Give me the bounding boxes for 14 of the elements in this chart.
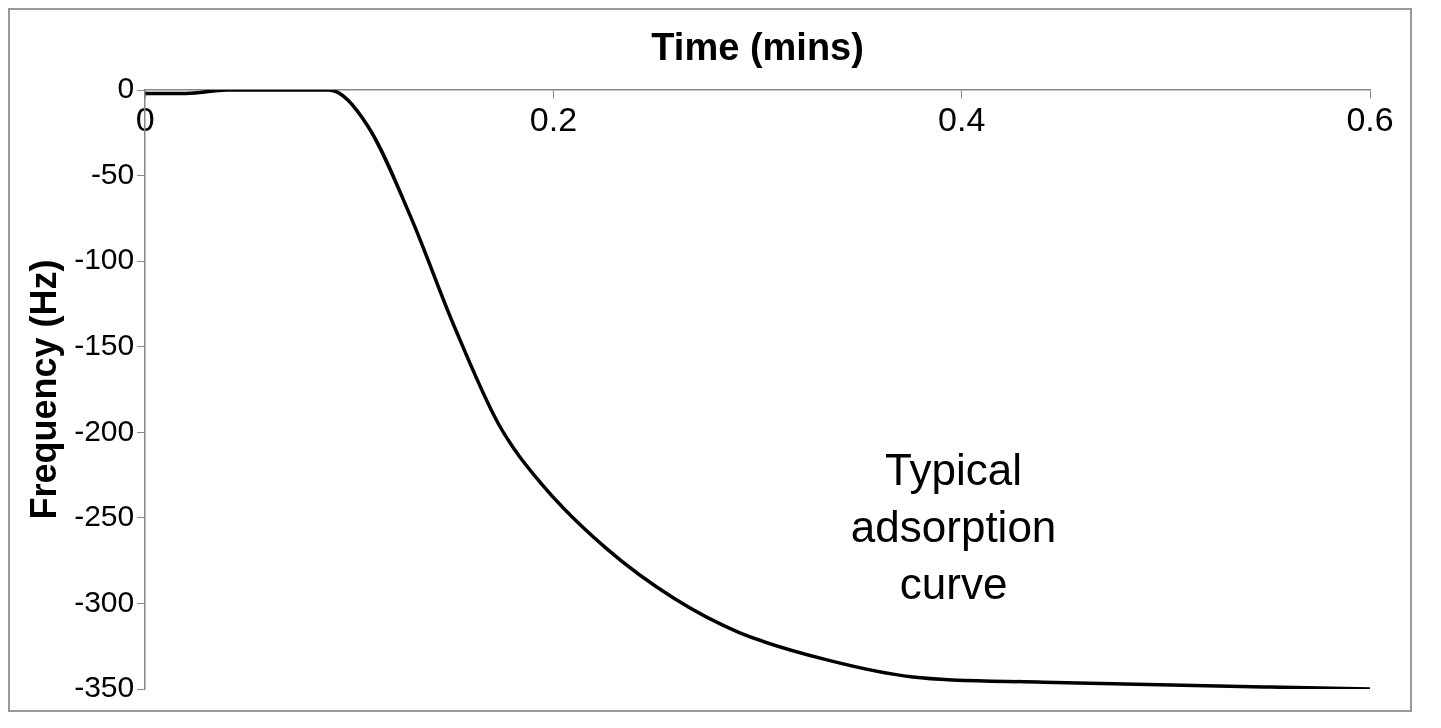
x-tick-label: 0.4 [938,99,986,138]
annotation: Typical adsorption curve [850,445,1057,609]
y-tick-label: -100 [74,242,135,276]
y-tick-label: -200 [74,413,135,447]
y-tick-label: -350 [74,670,135,704]
y-tick-label: -150 [74,327,135,361]
y-tick-label: -250 [74,499,135,533]
x-axis-title: Time (mins) [650,26,865,69]
y-tick-label: -50 [90,156,135,190]
x-tick-label: 0.2 [529,99,578,138]
x-tick-label: 0.6 [1346,99,1394,138]
y-tick-label: -300 [74,584,135,618]
y-axis-title: Frequency (Hz) [22,259,64,520]
y-tick-label: 0 [117,71,135,105]
